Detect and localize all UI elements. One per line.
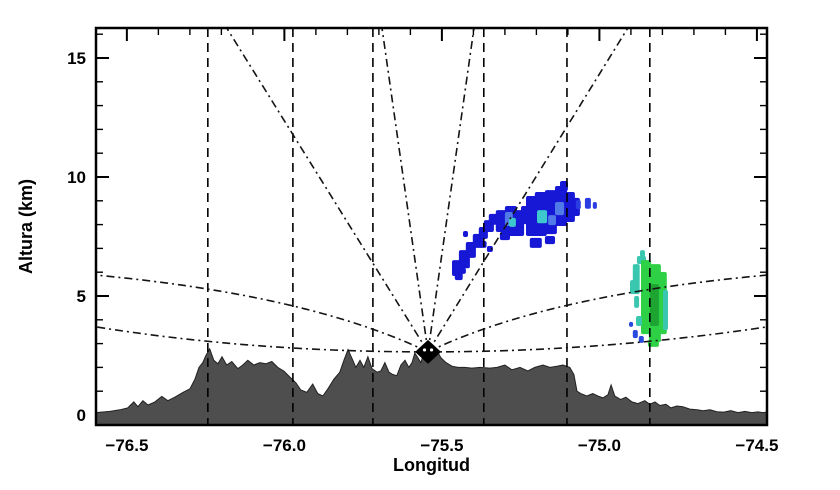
x-axis-title: Longitud <box>393 455 470 475</box>
y-tick-label: 5 <box>77 287 86 306</box>
beam-line-curved <box>95 274 429 353</box>
echo-cell <box>640 250 645 257</box>
echo-cell <box>641 260 652 335</box>
y-tick-label: 0 <box>77 406 86 425</box>
beam-line-curved <box>95 326 429 353</box>
echo-cell <box>548 215 556 226</box>
beam-line-curved <box>427 274 768 353</box>
echo-cell <box>584 197 591 209</box>
x-tick-label: −76.5 <box>105 436 148 455</box>
y-tick-label: 15 <box>67 49 86 68</box>
echo-cell <box>459 267 466 274</box>
beam-line <box>381 27 429 353</box>
x-tick-label: −75.0 <box>578 436 621 455</box>
echo-cell <box>592 202 597 209</box>
radar-marker-detail <box>422 348 427 352</box>
x-tick-label: −76.0 <box>263 436 306 455</box>
echo-cell <box>463 231 468 237</box>
echo-cell <box>509 217 516 227</box>
echo-cell <box>632 330 638 339</box>
echo-cell <box>649 284 659 326</box>
radar-marker-detail <box>429 348 434 352</box>
echo-cell <box>560 181 568 191</box>
echo-cell <box>486 246 493 252</box>
beam-line-curved <box>427 326 768 353</box>
echo-cell <box>529 237 542 248</box>
echo-cell <box>555 202 565 216</box>
beam-line <box>427 27 475 353</box>
echo-cell <box>575 200 581 210</box>
echo-cell <box>630 280 635 295</box>
reflectivity-echoes <box>452 181 668 347</box>
y-axis-title: Altura (km) <box>16 179 36 274</box>
echo-cell <box>537 210 548 224</box>
plot-frame <box>94 26 769 427</box>
echo-cell <box>638 336 644 343</box>
range-marker-lines <box>207 28 651 425</box>
echo-cell <box>636 316 642 326</box>
echo-cell <box>544 236 555 245</box>
terrain-profile <box>95 344 768 426</box>
x-tick-label: −75.5 <box>420 436 463 455</box>
echo-cell <box>629 321 634 327</box>
echo-cell <box>499 232 510 241</box>
echo-cell <box>454 272 463 281</box>
echo-cell <box>663 290 668 330</box>
x-tick-label: −74.5 <box>735 436 778 455</box>
y-tick-label: 10 <box>67 168 86 187</box>
echo-cell <box>634 296 640 308</box>
echo-cell <box>488 213 498 225</box>
radar-site-marker <box>415 339 442 364</box>
radar-beam-lines <box>95 27 768 353</box>
